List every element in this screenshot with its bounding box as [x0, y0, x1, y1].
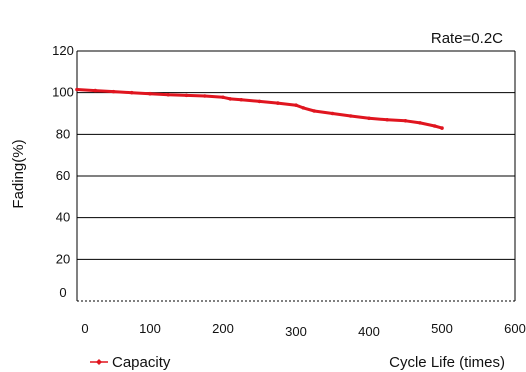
rate-annotation: Rate=0.2C — [431, 30, 503, 47]
x-tick-label-200: 200 — [212, 321, 234, 336]
y-tick-label-60: 60 — [56, 168, 70, 183]
x-tick-label-600: 600 — [504, 321, 526, 336]
y-tick-label-120: 120 — [52, 43, 74, 58]
data-point-0-17 — [348, 114, 353, 118]
data-point-0-12 — [275, 101, 280, 105]
data-point-0-9 — [228, 97, 233, 101]
series-line-0 — [75, 88, 444, 130]
legend: Capacity — [90, 354, 171, 371]
x-tick-label-0: 0 — [81, 321, 88, 336]
y-tick-label-80: 80 — [56, 126, 70, 141]
x-axis-label: Cycle Life (times) — [389, 354, 505, 371]
data-point-0-8 — [221, 95, 225, 100]
data-point-0-5 — [166, 92, 171, 97]
data-point-0-13 — [294, 103, 298, 107]
data-point-0-14 — [301, 106, 306, 110]
plot-frame — [76, 50, 516, 302]
data-point-0-11 — [257, 99, 262, 104]
data-point-0-10 — [239, 97, 244, 102]
x-tick-label-500: 500 — [431, 321, 453, 336]
grid-lines — [77, 92, 515, 260]
x-tick-label-100: 100 — [139, 321, 161, 336]
data-point-0-0 — [75, 87, 79, 92]
y-tick-label-0: 0 — [59, 285, 66, 300]
data-point-0-19 — [385, 117, 390, 122]
y-tick-label-20: 20 — [56, 251, 70, 266]
y-tick-label-100: 100 — [52, 85, 74, 100]
data-point-0-7 — [202, 94, 207, 98]
data-point-0-2 — [111, 89, 116, 94]
data-point-0-3 — [129, 90, 134, 95]
series-layer — [75, 87, 444, 130]
data-point-0-15 — [312, 109, 317, 113]
y-tick-labels: 0 20 40 60 80 100 120 — [52, 43, 74, 300]
data-point-0-20 — [403, 118, 408, 123]
data-point-0-4 — [148, 91, 152, 96]
data-point-0-22 — [432, 124, 437, 128]
data-point-0-21 — [418, 121, 422, 125]
data-point-0-6 — [184, 93, 189, 98]
y-tick-label-40: 40 — [56, 210, 70, 225]
legend-label: Capacity — [112, 354, 171, 371]
x-tick-label-300: 300 — [285, 324, 307, 339]
data-point-0-18 — [367, 116, 371, 121]
legend-marker-icon — [96, 359, 102, 365]
x-tick-labels: 0 100 200 300 400 500 600 — [81, 321, 525, 339]
data-point-0-23 — [440, 126, 444, 130]
data-point-0-16 — [330, 111, 335, 116]
x-tick-label-400: 400 — [358, 324, 380, 339]
y-axis-label: Fading(%) — [10, 139, 27, 208]
data-point-0-1 — [93, 88, 98, 93]
